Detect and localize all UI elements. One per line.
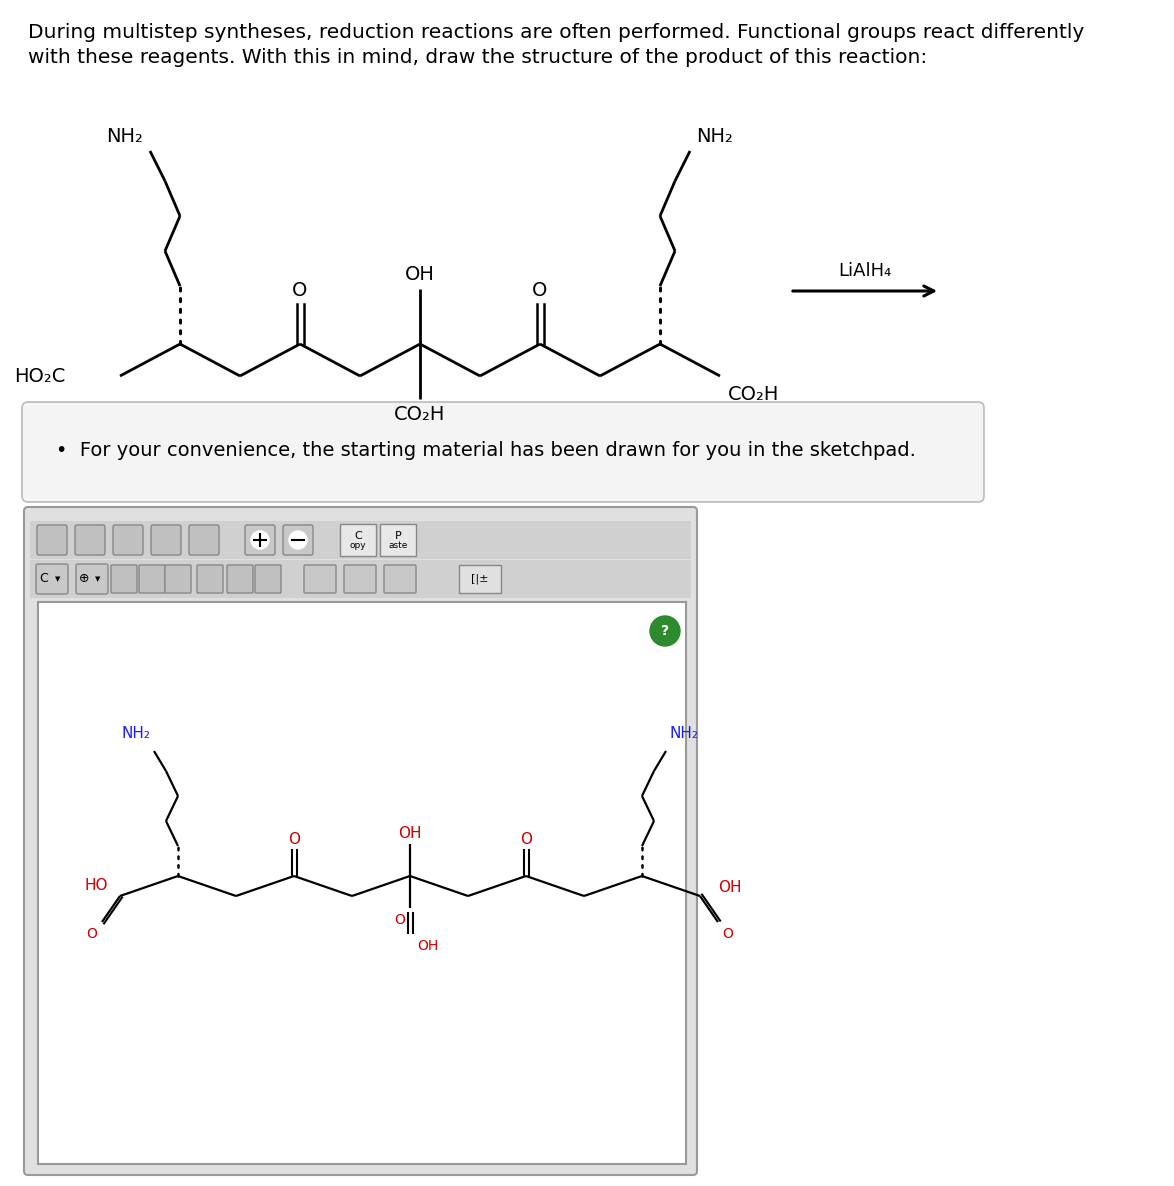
FancyBboxPatch shape — [76, 565, 108, 594]
Text: ▼: ▼ — [95, 576, 101, 582]
Text: NH₂: NH₂ — [696, 127, 734, 146]
FancyBboxPatch shape — [245, 525, 275, 555]
FancyBboxPatch shape — [283, 525, 313, 555]
Text: O: O — [87, 927, 97, 940]
FancyBboxPatch shape — [38, 525, 67, 555]
FancyBboxPatch shape — [459, 565, 501, 593]
Text: OH: OH — [405, 266, 434, 285]
FancyBboxPatch shape — [227, 565, 254, 593]
Text: aste: aste — [389, 541, 407, 549]
FancyBboxPatch shape — [384, 565, 416, 593]
Bar — [31, 521, 691, 559]
FancyBboxPatch shape — [36, 565, 68, 594]
Text: During multistep syntheses, reduction reactions are often performed. Functional : During multistep syntheses, reduction re… — [28, 23, 1085, 42]
Text: O: O — [292, 281, 308, 300]
FancyBboxPatch shape — [344, 565, 376, 593]
Text: CO₂H: CO₂H — [394, 406, 446, 425]
FancyBboxPatch shape — [340, 524, 376, 556]
FancyBboxPatch shape — [22, 402, 984, 502]
Bar — [38, 602, 686, 1163]
FancyBboxPatch shape — [151, 525, 181, 555]
Circle shape — [289, 531, 306, 549]
FancyBboxPatch shape — [197, 565, 223, 593]
FancyBboxPatch shape — [166, 565, 191, 593]
Text: OH: OH — [418, 939, 439, 954]
Text: C: C — [355, 531, 362, 541]
Text: ?: ? — [661, 624, 669, 638]
Text: C: C — [40, 573, 48, 586]
Text: OH: OH — [718, 880, 742, 895]
Text: ⊕: ⊕ — [79, 573, 89, 586]
FancyBboxPatch shape — [139, 565, 166, 593]
Text: •  For your convenience, the starting material has been drawn for you in the ske: • For your convenience, the starting mat… — [56, 440, 916, 459]
Text: O: O — [722, 927, 734, 940]
Text: O: O — [532, 281, 548, 300]
FancyBboxPatch shape — [23, 506, 697, 1175]
Text: HO: HO — [85, 879, 108, 893]
FancyBboxPatch shape — [189, 525, 220, 555]
Text: P: P — [394, 531, 402, 541]
Circle shape — [251, 531, 269, 549]
FancyBboxPatch shape — [112, 565, 137, 593]
Circle shape — [650, 616, 680, 646]
FancyBboxPatch shape — [75, 525, 104, 555]
Text: NH₂: NH₂ — [669, 727, 699, 741]
Text: ▼: ▼ — [55, 576, 61, 582]
Text: with these reagents. With this in mind, draw the structure of the product of thi: with these reagents. With this in mind, … — [28, 47, 927, 66]
Text: [|±: [|± — [471, 574, 488, 585]
Text: LiAlH₄: LiAlH₄ — [838, 262, 891, 280]
Text: NH₂: NH₂ — [107, 127, 143, 146]
Bar — [31, 560, 691, 598]
Text: HO₂C: HO₂C — [14, 366, 65, 385]
Text: O: O — [520, 833, 532, 848]
Text: opy: opy — [350, 541, 366, 549]
Text: NH₂: NH₂ — [121, 727, 150, 741]
Text: O: O — [394, 913, 405, 927]
FancyBboxPatch shape — [380, 524, 416, 556]
FancyBboxPatch shape — [255, 565, 281, 593]
Text: OH: OH — [398, 827, 421, 842]
Text: O: O — [288, 833, 301, 848]
FancyBboxPatch shape — [304, 565, 336, 593]
FancyBboxPatch shape — [113, 525, 143, 555]
Text: CO₂H: CO₂H — [728, 384, 780, 403]
